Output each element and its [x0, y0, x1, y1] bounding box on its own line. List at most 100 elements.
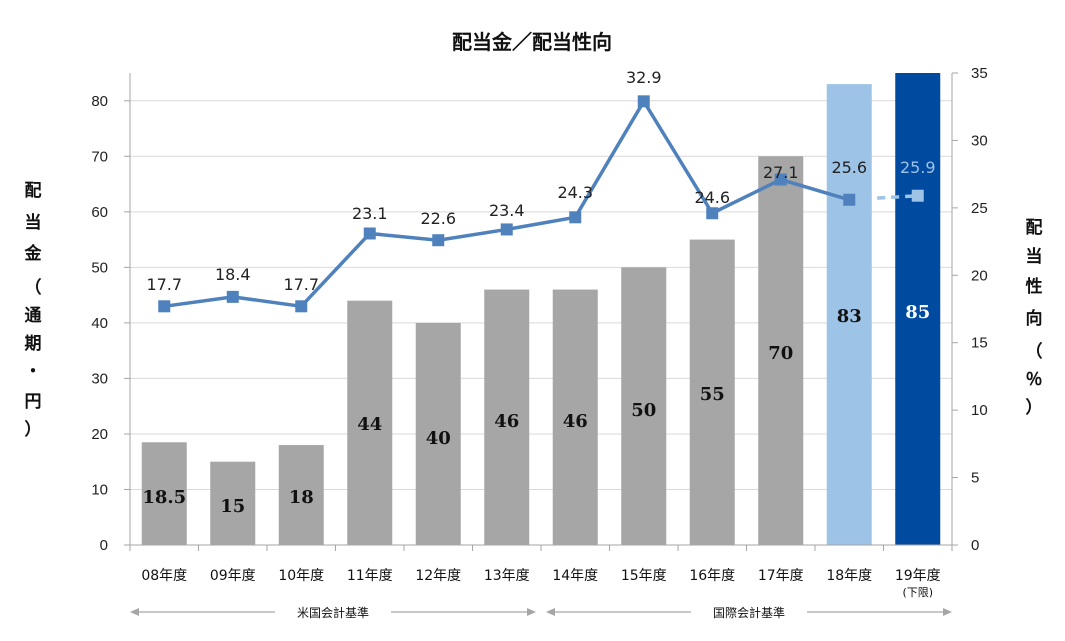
- payout-marker: [158, 300, 171, 313]
- x-category-label: 11年度: [347, 568, 393, 584]
- y-left-tick-label: 0: [100, 537, 108, 554]
- x-category-label: 12年度: [415, 568, 461, 584]
- bar-value-label: 15: [220, 496, 245, 517]
- y-left-title-char: （: [25, 277, 42, 298]
- bar: [141, 442, 187, 545]
- bar-value-label: 85: [905, 302, 930, 323]
- payout-value-label: 23.1: [352, 204, 388, 223]
- y-left-title-char: ）: [25, 419, 42, 440]
- x-category-note: (下限): [902, 586, 933, 599]
- standard-arrow-head-left: [130, 608, 139, 616]
- y-left-tick-label: 30: [91, 370, 108, 387]
- bar: [484, 289, 530, 545]
- y-left-tick-label: 20: [91, 426, 108, 443]
- y-left-tick-label: 60: [91, 204, 108, 221]
- payout-marker: [911, 189, 924, 202]
- payout-marker: [843, 193, 856, 206]
- y-right-title-char: 性: [1026, 276, 1043, 297]
- standards-group: 米国会計基準 国際会計基準: [130, 605, 952, 620]
- y-right-tick-label: 25: [971, 200, 988, 217]
- y-right-title-char: ）: [1026, 397, 1043, 418]
- payout-marker: [569, 211, 582, 224]
- axis-titles: 配当金（通期・円）配当性向（％）: [24, 181, 1043, 440]
- x-category-label: 15年度: [621, 568, 667, 584]
- standard-label: 国際会計基準: [713, 605, 785, 620]
- bar-value-label: 83: [837, 306, 862, 327]
- payout-line-forecast: [849, 193, 918, 202]
- y-left-title-char: 当: [25, 212, 42, 233]
- bar: [689, 239, 735, 545]
- y-right-tick-label: 35: [971, 65, 988, 82]
- x-category-label: 14年度: [552, 568, 598, 584]
- y-left-tick-label: 80: [91, 93, 108, 110]
- payout-value-label: 23.4: [489, 201, 525, 220]
- payout-marker: [706, 207, 719, 220]
- y-right-title-char: ％: [1026, 370, 1043, 390]
- x-category-label: 13年度: [484, 568, 530, 584]
- payout-marker: [432, 234, 445, 247]
- bar-value-label: 50: [631, 400, 656, 421]
- standard-label: 米国会計基準: [297, 605, 369, 620]
- bar: [895, 73, 941, 545]
- payout-marker: [500, 223, 513, 236]
- x-category-label: 18年度: [826, 568, 872, 584]
- y-right-title-char: 向: [1026, 308, 1043, 329]
- y-right-tick-label: 5: [971, 470, 979, 487]
- bar-value-label: 40: [426, 428, 451, 449]
- payout-marker: [637, 95, 650, 108]
- chart-title: 配当金／配当性向: [452, 30, 612, 54]
- y-right-tick-label: 20: [971, 267, 988, 284]
- payout-value-label: 24.6: [694, 188, 730, 207]
- gridlines: [130, 100, 952, 490]
- bars-group: [141, 73, 941, 545]
- payout-value-label: 17.7: [146, 275, 182, 294]
- bar: [210, 461, 256, 545]
- y-right-tick-label: 0: [971, 537, 979, 554]
- bar: [415, 322, 461, 545]
- y-left-tick-label: 10: [91, 481, 108, 498]
- x-category-label: 17年度: [758, 568, 804, 584]
- bar-value-label: 55: [700, 384, 725, 405]
- bar: [826, 84, 872, 545]
- payout-value-label: 18.4: [215, 265, 251, 284]
- standard-arrow-head-left: [546, 608, 555, 616]
- x-category-label: 16年度: [689, 568, 735, 584]
- y-right-title-char: 配: [1026, 218, 1043, 238]
- y-right-tick-label: 15: [971, 335, 988, 352]
- payout-value-label: 25.6: [831, 158, 867, 177]
- y-left-tick-label: 50: [91, 259, 108, 276]
- payout-marker: [226, 290, 239, 303]
- payout-value-label: 25.9: [900, 158, 936, 177]
- bar-value-label: 46: [494, 411, 519, 432]
- y-right-title-char: 当: [1026, 246, 1043, 267]
- payout-value-label: 22.6: [420, 209, 456, 228]
- y-left-title-char: ・: [25, 362, 42, 382]
- y-right-tick-label: 10: [971, 402, 988, 419]
- payout-line-group: [158, 95, 924, 313]
- bar-value-label: 18.5: [142, 487, 186, 508]
- payout-marker: [363, 227, 376, 240]
- labels-group: 18.5 15 18 44 40 46 46 50 55 70 83 85 08年度 09年度 10年度 11…: [141, 68, 940, 599]
- bar-value-label: 70: [768, 343, 793, 364]
- bar: [621, 267, 667, 545]
- y-left-title-char: 配: [25, 181, 42, 201]
- bar: [552, 289, 598, 545]
- x-category-label: 09年度: [210, 568, 256, 584]
- axes-group: 0 10 20 30 40 50 60 70 80 0 5 10 15 20 25 30 35: [91, 65, 987, 554]
- y-right-tick-label: 30: [971, 132, 988, 149]
- x-category-label: 19年度: [895, 568, 941, 584]
- x-category-label: 10年度: [278, 568, 324, 584]
- payout-value-label: 17.7: [283, 275, 319, 294]
- y-left-tick-label: 70: [91, 148, 108, 165]
- y-right-title-char: （: [1026, 341, 1043, 362]
- standard-arrow-head-right: [943, 608, 952, 616]
- bar: [278, 445, 324, 545]
- payout-value-label: 24.3: [557, 183, 593, 202]
- y-left-title-char: 円: [25, 392, 42, 412]
- payout-marker: [295, 300, 308, 313]
- y-left-title-char: 通: [25, 306, 42, 326]
- payout-value-label: 27.1: [763, 163, 799, 182]
- bar-value-label: 18: [289, 487, 314, 508]
- y-left-title-char: 金: [24, 243, 43, 264]
